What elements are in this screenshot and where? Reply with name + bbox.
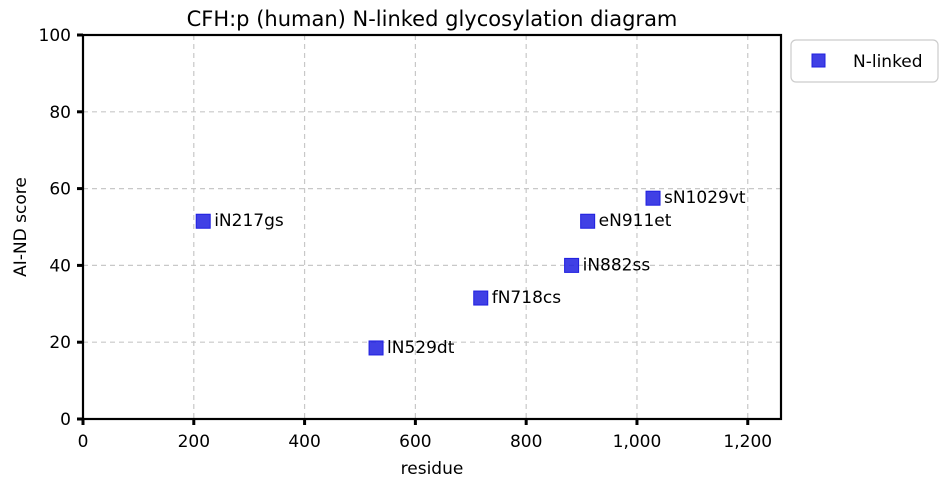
chart-title: CFH:p (human) N-linked glycosylation dia… <box>187 7 678 31</box>
legend: N-linked <box>790 39 939 83</box>
legend-box <box>790 39 939 83</box>
x-tick-label: 200 <box>178 432 210 452</box>
data-point <box>195 213 211 229</box>
data-point <box>473 290 489 306</box>
point-label: fN718cs <box>492 288 561 308</box>
data-point <box>368 340 384 356</box>
point-label: lN529dt <box>387 338 455 358</box>
x-tick-label: 1,200 <box>723 432 772 452</box>
legend-label: N-linked <box>853 52 923 72</box>
point-label: iN217gs <box>214 211 284 231</box>
axis-ticks: 0 200 400 600 800 1,000 1,200 0 20 40 60 80 100 <box>39 26 773 452</box>
x-tick-label: 400 <box>288 432 320 452</box>
data-points: iN217gs lN529dt fN718cs iN882ss eN911et sN102… <box>195 188 746 358</box>
x-tick-label: 1,000 <box>613 432 662 452</box>
plot-frame <box>81 33 783 421</box>
y-tick-label: 100 <box>39 26 71 46</box>
data-point <box>564 257 580 273</box>
y-tick-label: 60 <box>49 180 71 200</box>
grid <box>83 35 781 419</box>
x-tick-label: 600 <box>399 432 431 452</box>
y-tick-label: 80 <box>49 103 71 123</box>
x-tick-label: 0 <box>78 432 89 452</box>
point-label: iN882ss <box>583 255 651 275</box>
data-point <box>580 213 596 229</box>
legend-marker <box>811 53 826 68</box>
x-axis-label: residue <box>401 459 464 479</box>
y-tick-label: 40 <box>49 256 71 276</box>
data-point <box>645 190 661 206</box>
y-tick-label: 0 <box>60 410 71 430</box>
y-axis-label: AI-ND score <box>11 177 31 277</box>
point-label: eN911et <box>599 211 672 231</box>
x-tick-label: 800 <box>510 432 542 452</box>
point-label: sN1029vt <box>664 188 746 208</box>
y-tick-label: 20 <box>49 333 71 353</box>
